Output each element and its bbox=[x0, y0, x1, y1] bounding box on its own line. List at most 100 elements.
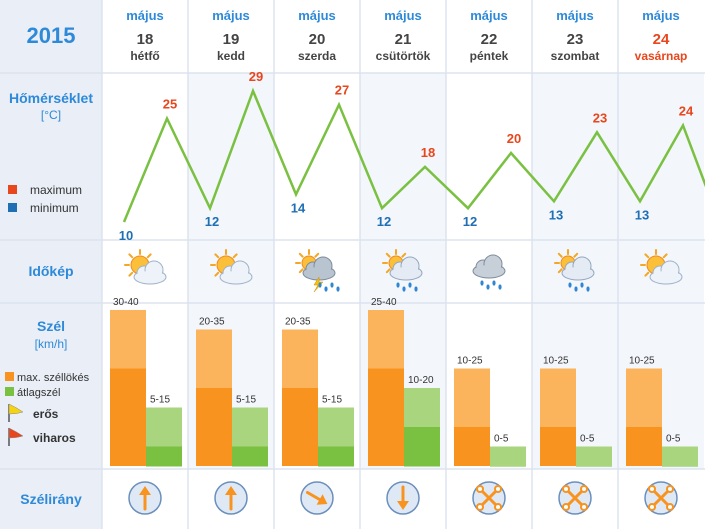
day-number: 24 bbox=[653, 31, 670, 48]
wind-row-label: Szél bbox=[37, 318, 65, 334]
sun-ray bbox=[232, 253, 238, 259]
gust-value-label: 10-25 bbox=[629, 356, 655, 367]
maximum-legend-swatch bbox=[8, 185, 17, 194]
max-temp-label: 29 bbox=[249, 69, 263, 84]
min-temp-label: 13 bbox=[635, 207, 649, 222]
day-weekday: hétfő bbox=[130, 49, 159, 63]
wind-column: 10-25 0-5 bbox=[626, 356, 698, 467]
avg-base-bar bbox=[232, 446, 268, 467]
gust-value-label: 10-25 bbox=[457, 356, 483, 367]
gust-legend-label: max. széllökés bbox=[17, 372, 90, 384]
strong-wind-flag-icon bbox=[8, 403, 24, 422]
min-temp-label: 10 bbox=[119, 228, 133, 243]
rain-drop bbox=[336, 286, 340, 292]
sun-ray bbox=[128, 271, 134, 277]
max-temp-label: 23 bbox=[593, 110, 607, 125]
gust-value-label: 25-40 bbox=[371, 297, 397, 308]
avg-range-bar bbox=[318, 407, 354, 447]
variable-cross-dot bbox=[494, 503, 502, 511]
gust-value-label: 20-35 bbox=[285, 317, 311, 328]
avg-legend-label: átlagszél bbox=[17, 387, 60, 399]
temperature-line bbox=[122, 87, 705, 223]
sun-ray bbox=[146, 253, 152, 259]
avg-range-bar bbox=[662, 446, 698, 466]
gust-range-bar bbox=[626, 368, 662, 427]
variable-cross-dot bbox=[666, 503, 674, 511]
avg-range-bar bbox=[490, 446, 526, 466]
storm-wind-flag-icon bbox=[8, 427, 24, 446]
sun-ray bbox=[644, 253, 650, 259]
sun-cloud-icon bbox=[640, 249, 683, 285]
day-month: május bbox=[212, 8, 250, 23]
stormy-legend-label: viharos bbox=[33, 431, 76, 445]
variable-cross-dot bbox=[562, 485, 570, 493]
avg-value-label: 0-5 bbox=[494, 434, 509, 445]
rain-drop bbox=[414, 286, 418, 292]
gust-base-bar bbox=[282, 388, 318, 466]
thunderstorm-icon bbox=[295, 249, 340, 293]
wind-column: 20-35 5-15 bbox=[282, 317, 354, 467]
gust-range-bar bbox=[540, 368, 576, 427]
gust-base-bar bbox=[196, 388, 232, 466]
variable-cross-dot bbox=[648, 485, 656, 493]
rain-drop bbox=[492, 280, 496, 286]
strong-legend-label: erős bbox=[33, 407, 59, 421]
sun-cloud-icon bbox=[210, 249, 253, 285]
day-number: 20 bbox=[309, 31, 326, 48]
sun-ray bbox=[128, 253, 134, 259]
sun-ray bbox=[662, 253, 668, 259]
rain-drop bbox=[396, 282, 400, 288]
avg-range-bar bbox=[576, 446, 612, 466]
gust-range-bar bbox=[368, 310, 404, 369]
cloud-fill bbox=[651, 271, 681, 283]
min-temp-label: 12 bbox=[377, 214, 391, 229]
gust-base-bar bbox=[626, 427, 662, 466]
arrow-shape bbox=[397, 485, 409, 510]
north-arrow-icon bbox=[128, 481, 162, 515]
rain-drop bbox=[580, 282, 584, 288]
arrow-head bbox=[225, 486, 237, 495]
cloud-shape bbox=[389, 256, 423, 281]
min-temp-label: 12 bbox=[205, 214, 219, 229]
arrow-head bbox=[316, 494, 328, 505]
avg-value-label: 0-5 bbox=[580, 434, 595, 445]
avg-legend-swatch bbox=[5, 387, 14, 396]
max-temp-label: 18 bbox=[421, 145, 435, 160]
variable-cross-dot bbox=[476, 503, 484, 511]
rain-drop bbox=[486, 284, 490, 290]
cloud-fill bbox=[304, 267, 334, 279]
variable-cross-dot bbox=[580, 485, 588, 493]
year-label: 2015 bbox=[27, 23, 76, 48]
gust-value-label: 10-25 bbox=[543, 356, 569, 367]
cloud-fill bbox=[391, 267, 421, 279]
variable-cross-dot bbox=[580, 503, 588, 511]
variable-wind-icon bbox=[472, 481, 506, 515]
day-weekday: csütörtök bbox=[376, 49, 431, 63]
sun-rain-icon bbox=[554, 249, 595, 292]
cloud-fill bbox=[474, 265, 504, 277]
rain-drop bbox=[402, 286, 406, 292]
flag-cloth bbox=[8, 403, 24, 415]
rain-drop bbox=[574, 286, 578, 292]
sun-ray bbox=[298, 268, 304, 274]
rain-drop bbox=[480, 280, 484, 286]
gust-base-bar bbox=[368, 368, 404, 466]
wind-column: 20-35 5-15 bbox=[196, 317, 268, 467]
max-temp-label: 24 bbox=[679, 103, 694, 118]
sun-ray bbox=[557, 268, 563, 274]
sun-ray bbox=[644, 271, 650, 277]
wind-column: 10-25 0-5 bbox=[540, 356, 612, 467]
arrow-shape bbox=[139, 486, 151, 511]
avg-value-label: 5-15 bbox=[150, 395, 170, 406]
temperature-row-label: Hőmérséklet bbox=[9, 90, 93, 106]
weather-icon-row-label: Időkép bbox=[28, 263, 73, 279]
sun-ray bbox=[401, 252, 407, 258]
rain-drop bbox=[408, 282, 412, 288]
day-number: 21 bbox=[395, 31, 412, 48]
wind-column: 30-40 5-15 bbox=[110, 297, 182, 467]
avg-base-bar bbox=[146, 446, 182, 467]
day-weekday: péntek bbox=[470, 49, 509, 63]
